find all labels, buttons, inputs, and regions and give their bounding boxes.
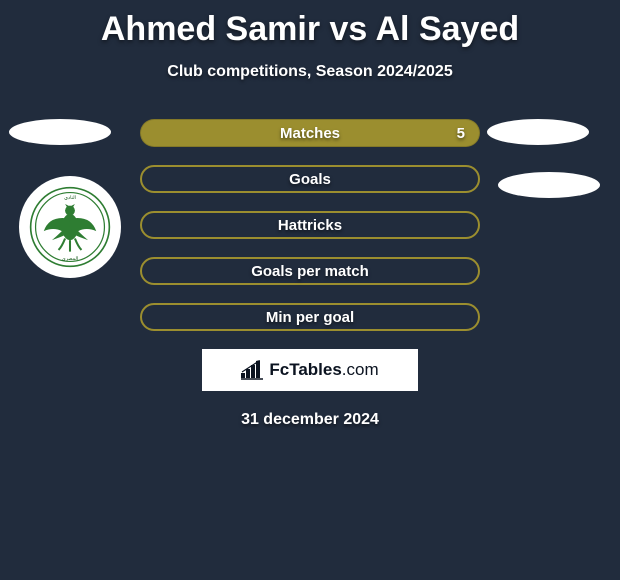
eagle-crest-icon: النادي المصري xyxy=(29,186,111,268)
stat-bar-label: Matches xyxy=(280,125,340,142)
stat-bar-goals: Goals xyxy=(140,165,480,193)
stat-bar-min-per-goal: Min per goal xyxy=(140,303,480,331)
page-subtitle: Club competitions, Season 2024/2025 xyxy=(0,63,620,81)
stat-bar-value: 5 xyxy=(457,125,465,142)
stat-bars: Matches 5 Goals Hattricks Goals per match Min… xyxy=(140,119,480,331)
footer-date: 31 december 2024 xyxy=(0,411,620,429)
stat-bar-hattricks: Hattricks xyxy=(140,211,480,239)
stat-bar-label: Min per goal xyxy=(266,309,354,326)
svg-text:النادي: النادي xyxy=(64,195,76,201)
bar-chart-icon xyxy=(241,360,263,380)
stat-bar-label: Hattricks xyxy=(278,217,342,234)
page-title: Ahmed Samir vs Al Sayed xyxy=(0,0,620,49)
left-player-slot-1 xyxy=(9,119,111,145)
brand-watermark: FcTables.com xyxy=(202,349,418,391)
stat-bar-label: Goals xyxy=(289,171,331,188)
svg-text:المصري: المصري xyxy=(62,256,79,262)
right-player-slot-1 xyxy=(487,119,589,145)
right-player-slot-2 xyxy=(498,172,600,198)
comparison-content: النادي المصري Matches 5 Goals Hattricks Goal… xyxy=(0,119,620,429)
stat-bar-label: Goals per match xyxy=(251,263,369,280)
brand-text: FcTables.com xyxy=(269,360,378,380)
stat-bar-matches: Matches 5 xyxy=(140,119,480,147)
left-club-logo: النادي المصري xyxy=(19,176,121,278)
stat-bar-goals-per-match: Goals per match xyxy=(140,257,480,285)
